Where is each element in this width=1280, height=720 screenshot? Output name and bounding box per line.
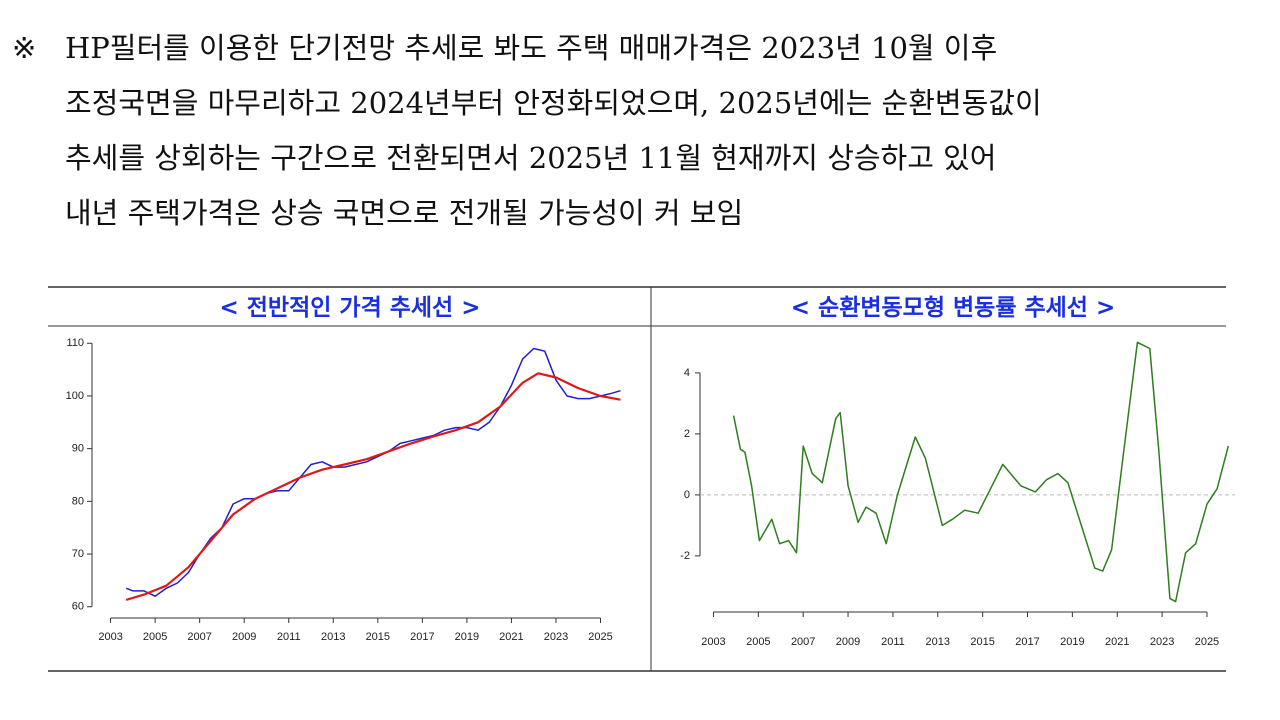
y-tick-label: 60 — [72, 601, 84, 613]
x-tick-label: 2015 — [970, 636, 994, 648]
note-symbol: ※ — [12, 31, 36, 65]
x-tick-label: 2013 — [321, 631, 345, 643]
chart-title: < 전반적인 가격 추세선 > — [219, 295, 480, 321]
note-line: 추세를 상회하는 구간으로 전환되면서 2025년 11월 현재까지 상승하고 … — [65, 141, 997, 175]
x-tick-label: 2019 — [455, 631, 479, 643]
y-tick-label: 0 — [684, 489, 690, 501]
x-tick-label: 2017 — [1015, 636, 1039, 648]
y-tick-label: -2 — [680, 550, 690, 562]
y-tick-label: 90 — [72, 443, 84, 455]
note-line: 조정국면을 마무리하고 2024년부터 안정화되었으며, 2025년에는 순환변… — [65, 86, 1042, 120]
y-tick-label: 100 — [66, 390, 84, 402]
x-tick-label: 2007 — [791, 636, 815, 648]
x-tick-label: 2003 — [98, 631, 122, 643]
x-tick-label: 2023 — [544, 631, 568, 643]
x-tick-label: 2023 — [1150, 636, 1174, 648]
x-tick-label: 2021 — [499, 631, 523, 643]
x-tick-label: 2011 — [277, 631, 301, 643]
series-line — [732, 341, 1230, 603]
note-line: HP필터를 이용한 단기전망 추세로 봐도 주택 매매가격은 2023년 10월… — [65, 31, 997, 65]
x-tick-label: 2021 — [1105, 636, 1129, 648]
x-tick-label: 2017 — [410, 631, 434, 643]
x-tick-label: 2009 — [232, 631, 256, 643]
y-tick-label: 70 — [72, 548, 84, 560]
y-tick-label: 110 — [66, 337, 84, 349]
x-tick-label: 2007 — [187, 631, 211, 643]
series-line — [125, 347, 621, 597]
x-tick-label: 2019 — [1060, 636, 1084, 648]
x-tick-label: 2003 — [701, 636, 725, 648]
note-line: 내년 주택가격은 상승 국면으로 전개될 가능성이 커 보임 — [65, 196, 743, 230]
x-tick-label: 2011 — [881, 636, 905, 648]
y-tick-label: 4 — [684, 367, 690, 379]
y-tick-label: 2 — [684, 428, 690, 440]
chart-title: < 순환변동모형 변동률 추세선 > — [791, 295, 1116, 321]
x-tick-label: 2005 — [143, 631, 167, 643]
x-tick-label: 2025 — [1195, 636, 1219, 648]
x-tick-label: 2015 — [366, 631, 390, 643]
x-tick-label: 2009 — [836, 636, 860, 648]
x-tick-label: 2013 — [926, 636, 950, 648]
x-tick-label: 2025 — [588, 631, 612, 643]
series-line — [125, 372, 621, 601]
y-tick-label: 80 — [72, 495, 84, 507]
x-tick-label: 2005 — [746, 636, 770, 648]
